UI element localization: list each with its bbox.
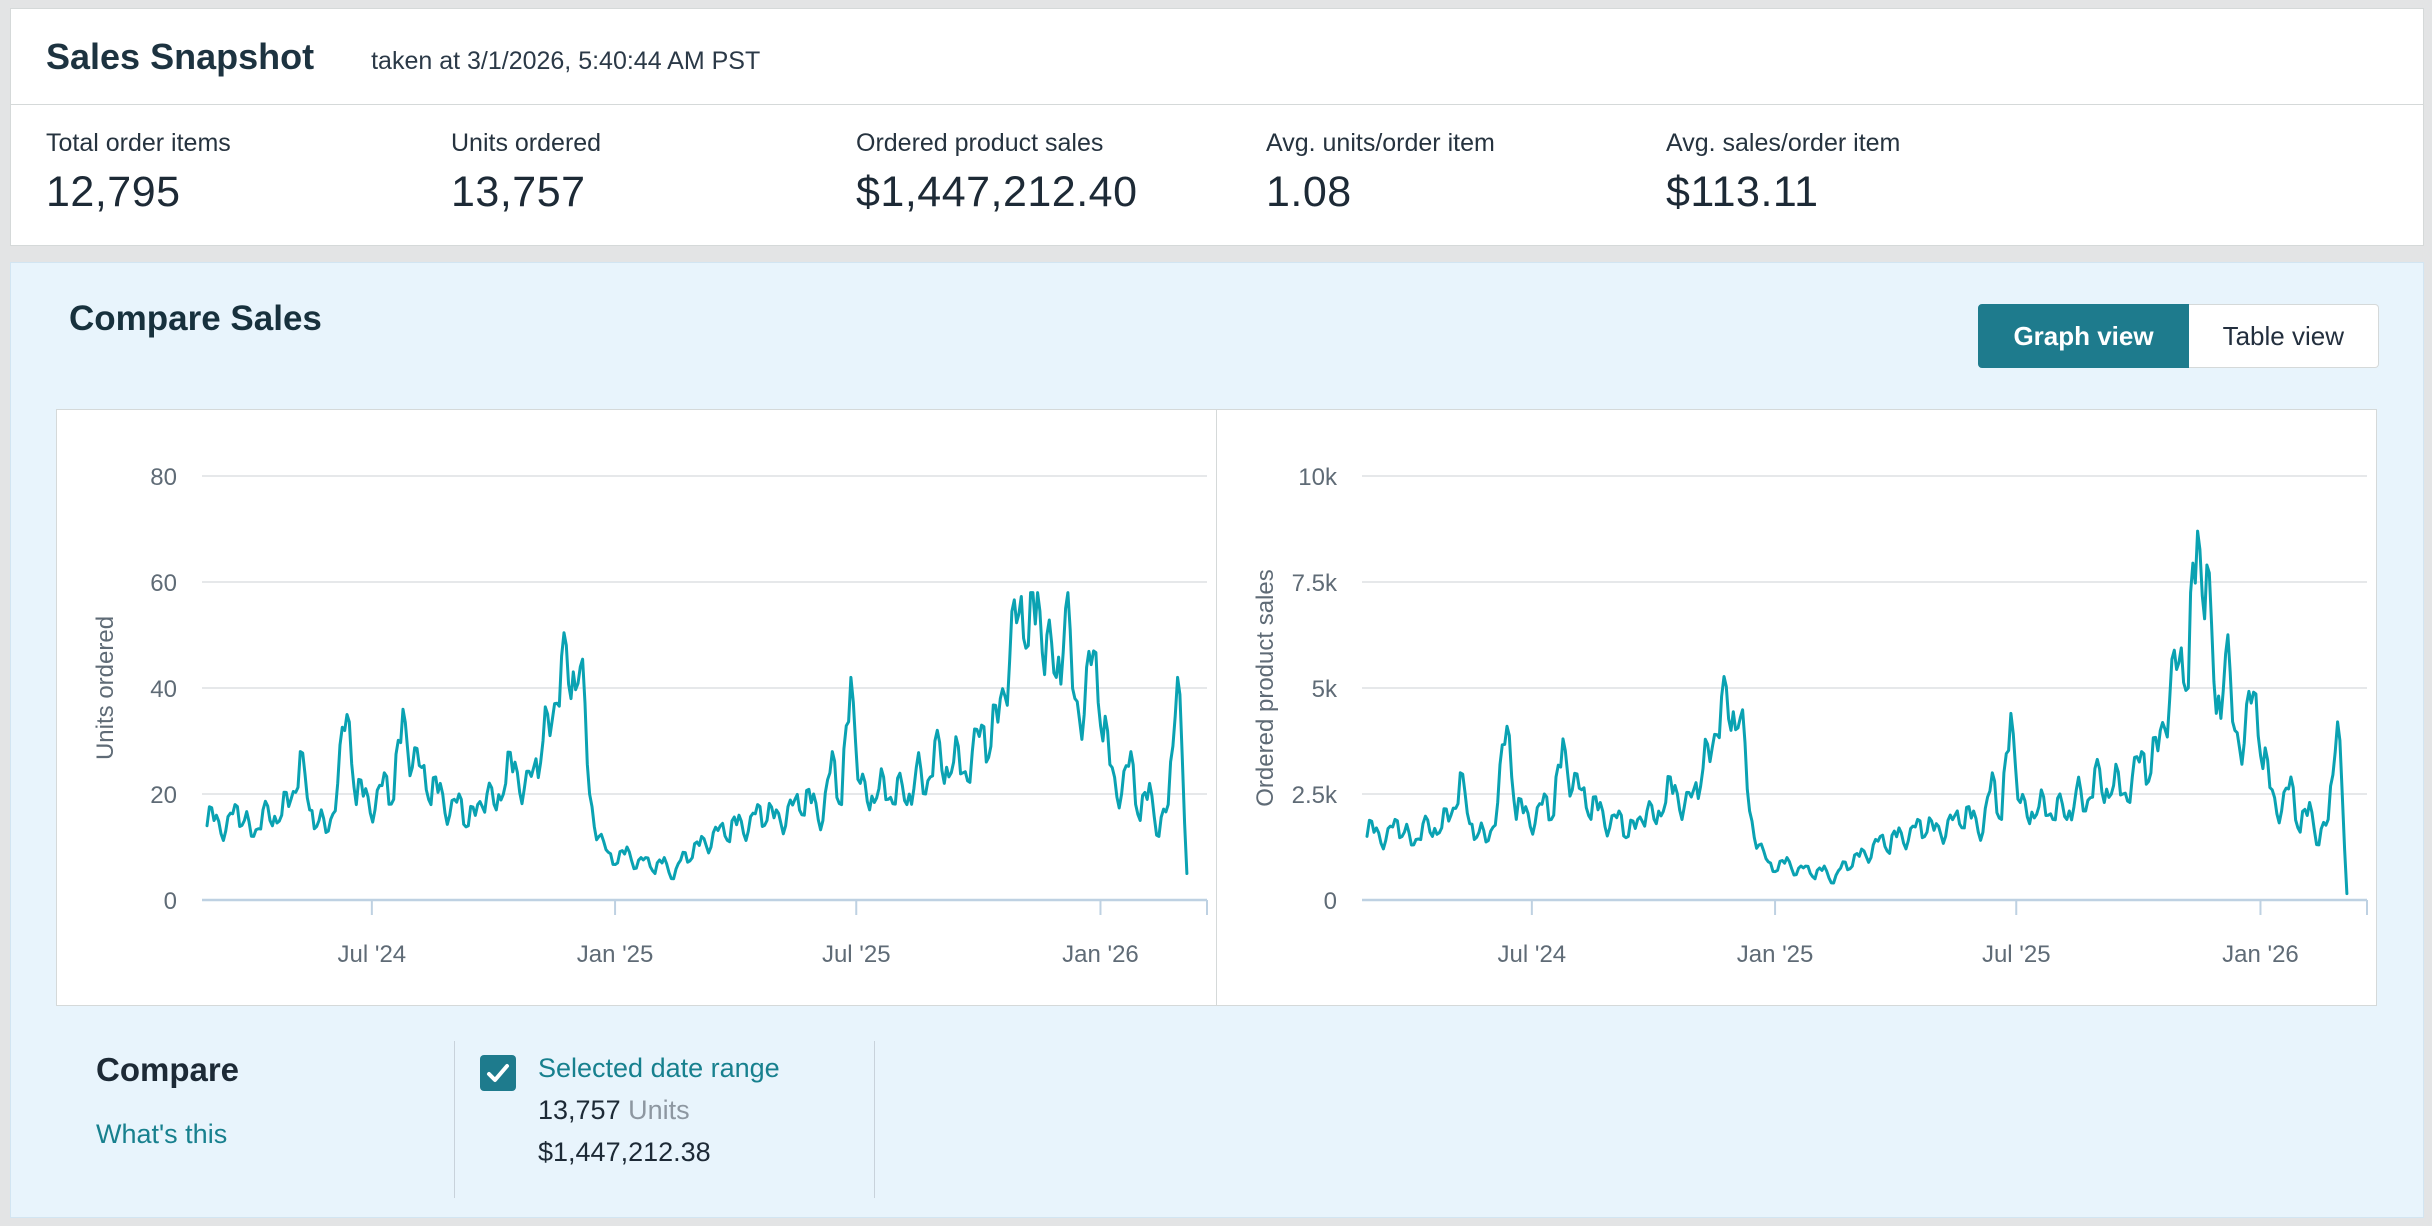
view-toggle: Graph view Table view	[1978, 304, 2379, 368]
units-ordered-plot: 0 20 40 60 80 Jul '24 Jan '25 Jul '25 Jan '26 Uni…	[92, 464, 1208, 968]
ordered-product-sales-chart: 0 2.5k 5k 7.5k 10k Jul '24 Jan '25 Jul '25 Jan '…	[1216, 409, 2377, 1006]
metric-avg-units-order-item: Avg. units/order item 1.08	[1266, 129, 1666, 245]
compare-heading: Compare	[96, 1051, 240, 1088]
legend-sales-value: $1,447,212.38	[538, 1137, 711, 1167]
svg-text:Jan '26: Jan '26	[2222, 941, 2299, 968]
svg-text:7.5k: 7.5k	[1292, 570, 1338, 597]
svg-text:80: 80	[150, 464, 177, 491]
svg-text:10k: 10k	[1298, 464, 1338, 491]
svg-text:Jul '25: Jul '25	[1982, 941, 2051, 968]
sales-snapshot-header: Sales Snapshot taken at 3/1/2026, 5:40:4…	[10, 8, 2424, 105]
svg-text:Jul '24: Jul '24	[338, 941, 407, 968]
snapshot-timestamp: taken at 3/1/2026, 5:40:44 AM PST	[371, 47, 761, 75]
svg-text:60: 60	[150, 570, 177, 597]
graph-view-button[interactable]: Graph view	[1978, 304, 2189, 368]
page-title: Sales Snapshot	[46, 36, 315, 77]
svg-text:Jan '25: Jan '25	[1737, 941, 1814, 968]
table-view-button[interactable]: Table view	[2188, 304, 2379, 368]
ordered-product-sales-plot: 0 2.5k 5k 7.5k 10k Jul '24 Jan '25 Jul '25 Jan '…	[1252, 464, 2368, 968]
metric-label: Avg. units/order item	[1266, 129, 1495, 157]
metric-label: Total order items	[46, 129, 231, 157]
metric-value: $113.11	[1666, 168, 1819, 216]
svg-text:20: 20	[150, 782, 177, 809]
metric-value: 1.08	[1266, 168, 1352, 216]
metrics-row: Total order items 12,795 Units ordered 1…	[10, 104, 2424, 246]
metric-avg-sales-order-item: Avg. sales/order item $113.11	[1666, 129, 1900, 245]
legend-texts: Selected date range 13,757 Units $1,447,…	[538, 1053, 780, 1168]
metric-label: Units ordered	[451, 129, 602, 157]
svg-text:Jul '24: Jul '24	[1498, 941, 1567, 968]
check-icon	[487, 1064, 509, 1082]
svg-text:40: 40	[150, 676, 177, 703]
svg-text:Ordered product sales: Ordered product sales	[1252, 569, 1279, 806]
svg-text:Jan '26: Jan '26	[1062, 941, 1139, 968]
svg-text:0: 0	[164, 888, 177, 915]
metric-value: 13,757	[451, 168, 586, 216]
selected-date-range-label: Selected date range	[538, 1053, 780, 1083]
metric-label: Avg. sales/order item	[1666, 129, 1901, 157]
metric-total-order-items: Total order items 12,795	[46, 129, 451, 245]
svg-text:Units ordered: Units ordered	[92, 616, 119, 760]
metric-units-ordered: Units ordered 13,757	[451, 129, 856, 245]
selected-date-range-checkbox[interactable]	[480, 1055, 516, 1091]
compare-sales-title: Compare Sales	[69, 299, 322, 338]
svg-text:5k: 5k	[1312, 676, 1338, 703]
svg-text:0: 0	[1324, 888, 1337, 915]
metric-value: $1,447,212.40	[856, 168, 1138, 216]
legend-units-value: 13,757	[538, 1095, 621, 1125]
metric-value: 12,795	[46, 168, 181, 216]
charts-container: 0 20 40 60 80 Jul '24 Jan '25 Jul '25 Jan '26 Uni…	[56, 409, 2377, 1006]
legend-units: 13,757 Units	[538, 1095, 780, 1126]
svg-text:2.5k: 2.5k	[1292, 782, 1338, 809]
legend-units-suffix: Units	[628, 1095, 690, 1125]
selected-date-range-legend: Selected date range 13,757 Units $1,447,…	[454, 1041, 875, 1198]
compare-intro: Compare What's this	[11, 1041, 454, 1198]
metric-ordered-product-sales: Ordered product sales $1,447,212.40	[856, 129, 1266, 245]
compare-legend-row: Compare What's this Selected date range …	[11, 1041, 2423, 1198]
compare-sales-panel: Compare Sales Graph view Table view 0 20 4…	[10, 262, 2424, 1218]
metric-label: Ordered product sales	[856, 129, 1104, 157]
whats-this-link[interactable]: What's this	[96, 1119, 228, 1149]
svg-text:Jul '25: Jul '25	[822, 941, 891, 968]
units-ordered-chart: 0 20 40 60 80 Jul '24 Jan '25 Jul '25 Jan '26 Uni…	[56, 409, 1217, 1006]
svg-text:Jan '25: Jan '25	[577, 941, 654, 968]
